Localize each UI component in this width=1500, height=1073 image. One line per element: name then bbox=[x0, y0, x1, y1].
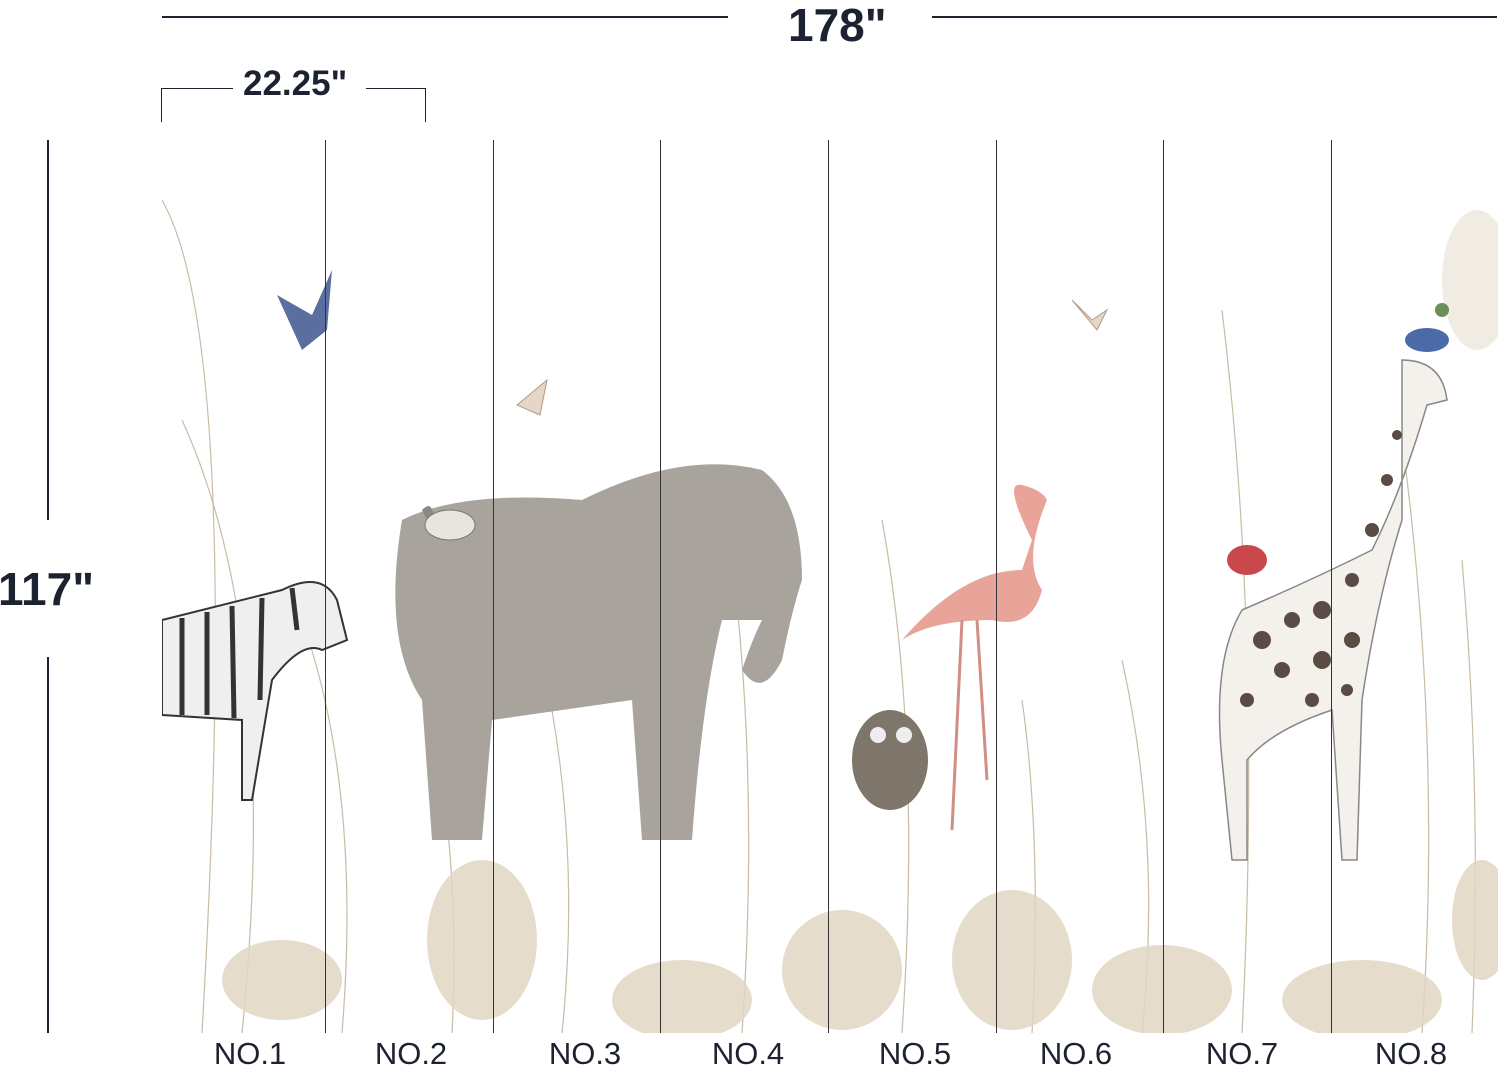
panel-divider bbox=[660, 140, 661, 1033]
panel-width-line-left bbox=[161, 88, 233, 89]
total-width-line-left bbox=[162, 16, 728, 18]
mural-illustration bbox=[162, 199, 1498, 1033]
panel-label-6: NO.6 bbox=[1039, 1036, 1113, 1071]
height-line-bottom bbox=[47, 657, 49, 1033]
panel-width-bracket-left bbox=[161, 88, 162, 122]
panel-width-bracket-right bbox=[425, 88, 426, 122]
zebra-icon bbox=[162, 581, 349, 801]
panel-divider bbox=[1163, 140, 1164, 1033]
panel-divider bbox=[325, 140, 326, 1033]
bottom-leaves bbox=[222, 210, 1498, 1033]
total-width-label: 178" bbox=[788, 0, 887, 51]
owl-icon bbox=[852, 710, 928, 810]
red-bird-icon bbox=[1227, 545, 1267, 575]
panel-divider bbox=[828, 140, 829, 1033]
blue-bird-icon bbox=[1405, 303, 1449, 352]
swallow-icon bbox=[277, 270, 332, 350]
panel-label-7: NO.7 bbox=[1205, 1036, 1279, 1071]
panel-label-4: NO.4 bbox=[711, 1036, 785, 1071]
turtle-icon bbox=[424, 509, 476, 541]
total-width-line-right bbox=[932, 16, 1497, 18]
panel-label-2: NO.2 bbox=[374, 1036, 448, 1071]
panel-divider bbox=[1331, 140, 1332, 1033]
height-label: 117" bbox=[0, 563, 95, 615]
panel-divider bbox=[996, 140, 997, 1033]
panel-label-3: NO.3 bbox=[548, 1036, 622, 1071]
butterfly-icon bbox=[516, 299, 1109, 416]
panel-label-8: NO.8 bbox=[1374, 1036, 1448, 1071]
height-line-top bbox=[47, 140, 49, 520]
panel-divider bbox=[493, 140, 494, 1033]
panel-label-5: NO.5 bbox=[878, 1036, 952, 1071]
panel-label-1: NO.1 bbox=[213, 1036, 287, 1071]
panel-width-line-right bbox=[366, 88, 426, 89]
flamingo-icon bbox=[902, 484, 1047, 831]
giraffe-icon bbox=[1218, 359, 1448, 861]
panel-width-label: 22.25" bbox=[243, 64, 348, 103]
